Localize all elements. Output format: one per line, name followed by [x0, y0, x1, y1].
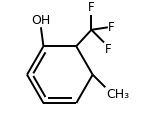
Text: CH₃: CH₃: [106, 88, 129, 101]
Text: F: F: [88, 1, 95, 14]
Text: F: F: [105, 43, 111, 56]
Text: F: F: [108, 21, 115, 34]
Text: OH: OH: [31, 14, 51, 27]
